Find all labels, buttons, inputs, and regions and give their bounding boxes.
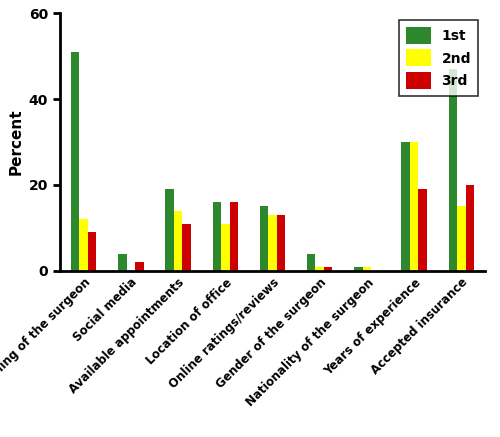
Bar — [166, 189, 174, 271]
Bar — [277, 215, 285, 271]
Bar — [182, 224, 191, 271]
Bar — [221, 224, 230, 271]
Bar — [410, 142, 418, 271]
Bar — [268, 215, 277, 271]
Bar — [80, 219, 88, 271]
Bar — [402, 142, 410, 271]
Legend: 1st, 2nd, 3rd: 1st, 2nd, 3rd — [398, 20, 478, 96]
Bar — [466, 185, 474, 271]
Bar — [71, 52, 80, 271]
Bar — [418, 189, 427, 271]
Bar — [354, 267, 362, 271]
Bar — [212, 202, 221, 271]
Bar — [457, 207, 466, 271]
Bar — [88, 232, 96, 271]
Bar — [260, 207, 268, 271]
Bar — [118, 254, 126, 271]
Bar — [307, 254, 316, 271]
Bar — [174, 211, 182, 271]
Y-axis label: Percent: Percent — [8, 109, 24, 175]
Bar — [316, 267, 324, 271]
Bar — [230, 202, 238, 271]
Bar — [362, 267, 371, 271]
Bar — [135, 262, 143, 271]
Bar — [448, 69, 457, 271]
Bar — [324, 267, 332, 271]
